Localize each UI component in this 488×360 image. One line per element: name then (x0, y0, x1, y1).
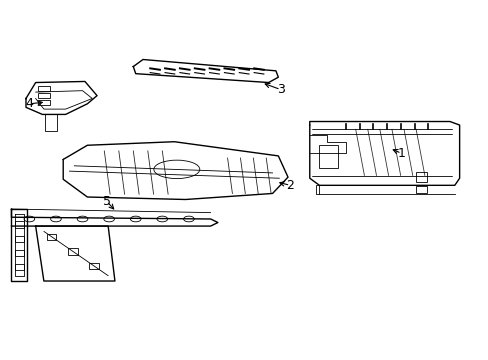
Bar (38, 86, 50, 91)
Text: 3: 3 (276, 83, 284, 96)
Text: 2: 2 (286, 179, 294, 192)
Bar (319, 145, 337, 168)
Bar (15, 264, 23, 270)
Text: 5: 5 (102, 195, 110, 208)
Bar (15, 236, 23, 242)
Bar (415, 172, 426, 182)
Bar (38, 100, 50, 105)
Bar (15, 250, 23, 256)
Bar (15, 221, 23, 228)
Bar (38, 93, 50, 98)
Bar (415, 186, 426, 193)
Text: 4: 4 (25, 97, 33, 110)
Text: 1: 1 (397, 147, 405, 160)
Bar (47, 234, 56, 240)
Bar (68, 248, 78, 255)
Bar (89, 263, 99, 269)
